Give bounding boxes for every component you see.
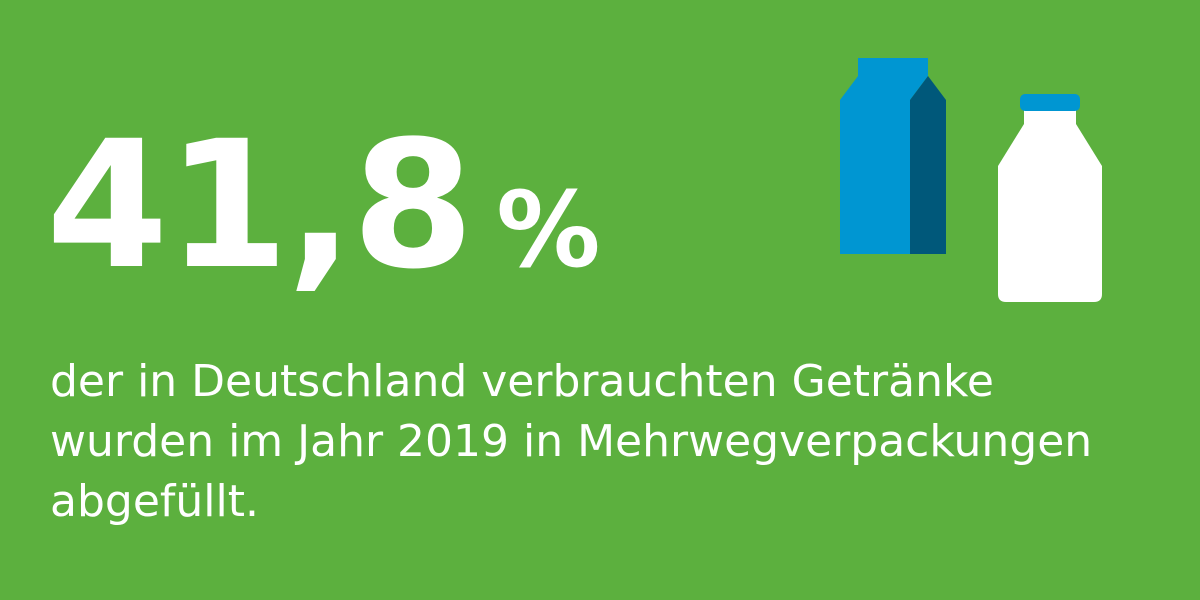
carton-side-face bbox=[910, 76, 946, 254]
milk-bottle-icon bbox=[998, 94, 1102, 302]
carton-top-flap bbox=[858, 58, 928, 76]
drink-carton-icon bbox=[840, 58, 946, 254]
bottle-cap bbox=[1020, 94, 1080, 111]
description-line: der in Deutschland verbrauchten Getränke bbox=[50, 356, 994, 407]
stat-description: der in Deutschland verbrauchten Getränke… bbox=[50, 352, 1150, 532]
description-line: abgefüllt. bbox=[50, 476, 259, 527]
stat-value: 41,8 bbox=[46, 103, 474, 308]
carton-front-face bbox=[840, 76, 928, 254]
bottle-body bbox=[998, 124, 1102, 302]
stat-unit: % bbox=[496, 169, 601, 291]
headline-statistic: 41,8% bbox=[46, 118, 600, 294]
description-line: wurden im Jahr 2019 in Mehrwegverpackung… bbox=[50, 416, 1093, 467]
